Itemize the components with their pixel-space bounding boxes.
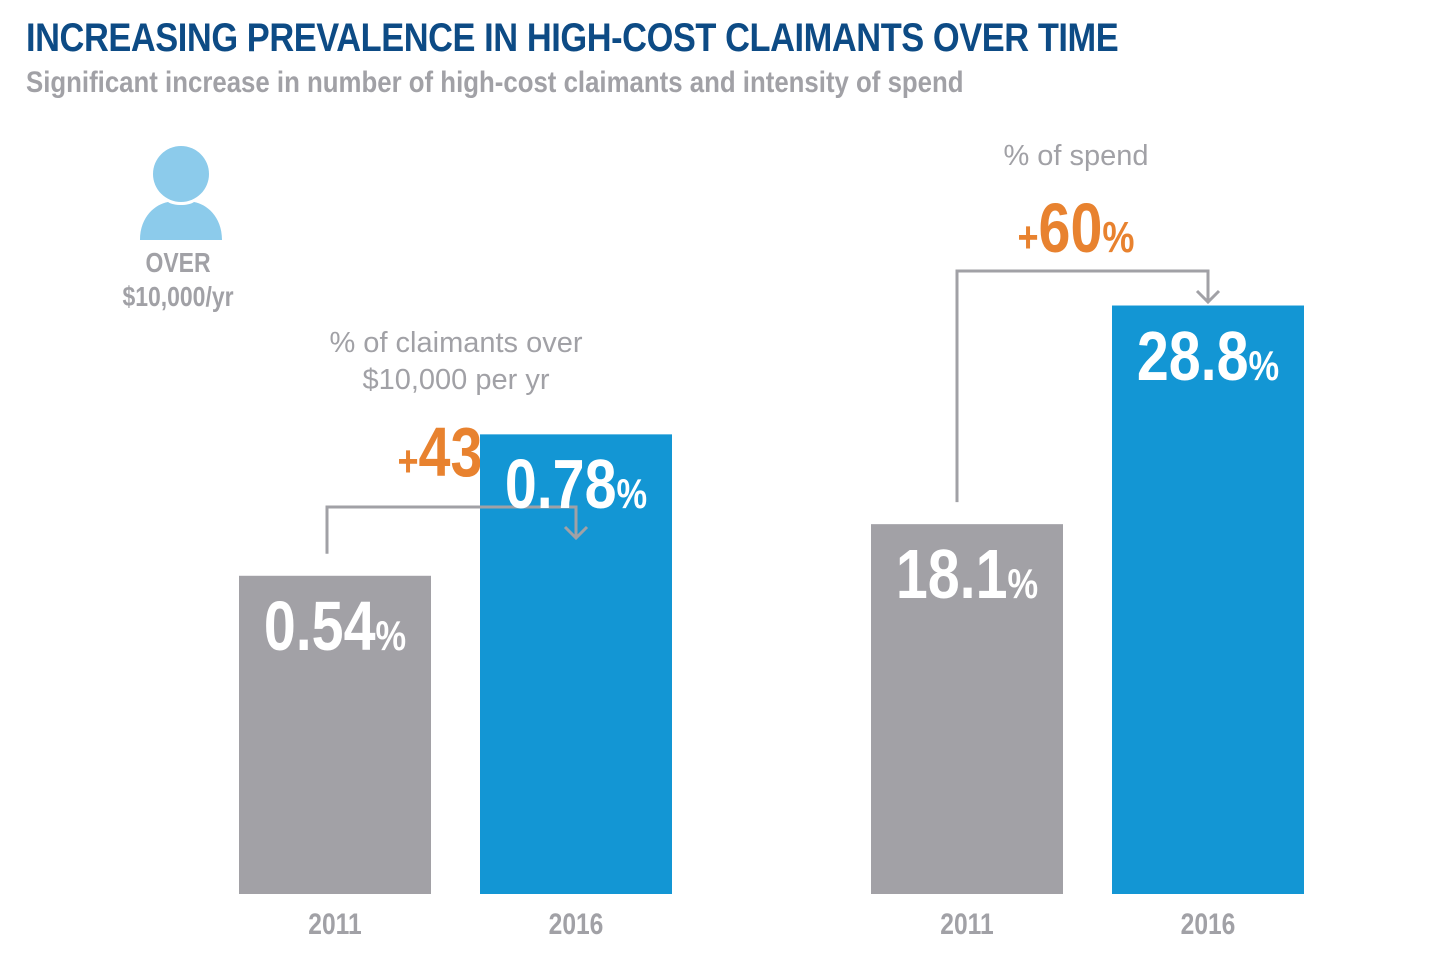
- icon-label-amount: $10,000/yr: [122, 281, 234, 312]
- person-icon: [138, 146, 224, 242]
- left-chart-title-line2: $10,000 per yr: [362, 364, 550, 396]
- bar-value: 18.1: [895, 535, 1008, 614]
- left-change-value: 43: [418, 413, 483, 491]
- change-connector-line: [325, 505, 578, 554]
- left-change-sign: +: [397, 437, 419, 486]
- bar-value-label: 28.8%: [1129, 316, 1286, 396]
- arrow-down-icon: [1195, 289, 1221, 305]
- x-tick-label: 2016: [548, 908, 604, 941]
- change-connector-line: [955, 269, 1210, 503]
- bar-value-unit: %: [1248, 341, 1280, 389]
- chart-title: INCREASING PREVALENCE IN HIGH-COST CLAIM…: [26, 16, 1119, 60]
- right-change-value: 60: [1038, 189, 1103, 267]
- x-tick-label: 2011: [308, 908, 362, 941]
- bar-value-label: 18.1%: [888, 534, 1045, 614]
- left-chart-title-line1: % of claimants over: [329, 327, 583, 359]
- bar-spend-2011: [871, 524, 1063, 894]
- bar-value-label: 0.78%: [497, 444, 654, 524]
- bar-value-unit: %: [375, 611, 407, 659]
- arrow-down-icon: [563, 525, 589, 541]
- bar-value: 28.8: [1136, 316, 1249, 395]
- right-chart-title: % of spend: [1003, 140, 1149, 172]
- x-tick-label: 2011: [940, 908, 994, 941]
- bar-value-unit: %: [616, 470, 648, 518]
- chart-subtitle: Significant increase in number of high-c…: [26, 66, 964, 99]
- bar-claimants-2011: [239, 575, 431, 894]
- bar-spend-2016: [1112, 305, 1304, 894]
- bar-value-label: 0.54%: [256, 586, 413, 666]
- bar-value: 0.78: [504, 445, 617, 524]
- right-change-label: +60%: [945, 188, 1207, 268]
- bar-value: 0.54: [263, 586, 376, 665]
- right-change-unit: %: [1102, 213, 1135, 262]
- bar-value-unit: %: [1007, 560, 1039, 608]
- icon-label-over: OVER: [145, 247, 211, 278]
- right-change-sign: +: [1017, 213, 1039, 262]
- x-tick-label: 2016: [1180, 908, 1236, 941]
